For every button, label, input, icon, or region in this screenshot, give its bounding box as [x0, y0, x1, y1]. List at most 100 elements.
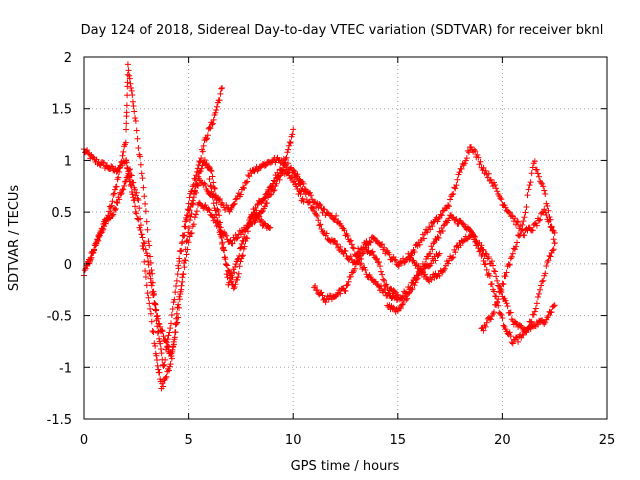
data-point — [232, 281, 239, 288]
data-point — [239, 184, 246, 191]
data-point — [531, 308, 538, 315]
data-point — [97, 162, 104, 169]
data-point — [147, 259, 154, 266]
data-point — [124, 92, 131, 99]
data-point — [245, 228, 252, 235]
data-point — [147, 275, 154, 282]
data-point — [198, 155, 205, 162]
data-point — [159, 380, 166, 387]
data-point — [115, 174, 122, 181]
data-point — [144, 290, 151, 297]
data-point — [492, 182, 499, 189]
data-point — [459, 220, 466, 227]
data-point — [192, 176, 199, 183]
data-point — [457, 242, 464, 249]
data-point — [215, 197, 222, 204]
data-point — [290, 126, 297, 133]
data-point — [209, 121, 216, 128]
y-tick-label: 1.5 — [51, 103, 72, 118]
y-tick-label: 2 — [64, 51, 72, 66]
data-point — [246, 173, 253, 180]
data-point — [160, 383, 167, 390]
data-point — [332, 216, 339, 223]
data-point — [489, 262, 496, 269]
data-point — [464, 147, 471, 154]
axis-ticks: 0 5 10 15 20 25 -1.5 -1 -0.5 0 0.5 1 1.5 2 — [47, 51, 616, 448]
data-point — [124, 79, 131, 86]
data-point — [251, 210, 258, 217]
data-point — [237, 244, 244, 251]
data-point — [211, 184, 218, 191]
data-point — [258, 208, 265, 215]
data-point — [534, 170, 541, 177]
data-point — [139, 243, 146, 250]
data-point — [139, 234, 146, 241]
data-point — [200, 142, 207, 149]
data-point — [411, 282, 418, 289]
data-point — [150, 329, 157, 336]
data-point — [416, 241, 423, 248]
data-point — [157, 340, 164, 347]
data-point — [234, 274, 241, 281]
data-point — [204, 132, 211, 139]
data-point — [547, 216, 554, 223]
data-point — [480, 327, 487, 334]
data-point — [109, 163, 116, 170]
data-point — [330, 216, 337, 223]
data-point — [408, 286, 415, 293]
data-point — [155, 366, 162, 373]
data-point — [319, 292, 326, 299]
data-point — [238, 240, 245, 247]
data-point — [222, 256, 229, 263]
y-tick-label: -0.5 — [47, 310, 72, 325]
data-point — [300, 180, 307, 187]
data-point — [143, 282, 150, 289]
data-point — [405, 290, 412, 297]
data-point — [267, 224, 274, 231]
data-point — [546, 252, 553, 259]
data-point — [146, 300, 153, 307]
data-point — [390, 253, 397, 260]
data-point — [460, 237, 467, 244]
data-point — [190, 221, 197, 228]
data-point — [538, 179, 545, 186]
data-point — [484, 174, 491, 181]
data-point — [323, 230, 330, 237]
series-sat-b — [81, 61, 226, 369]
data-point — [182, 223, 189, 230]
data-point — [480, 164, 487, 171]
data-point — [111, 190, 118, 197]
data-point — [309, 204, 316, 211]
data-point — [523, 203, 530, 210]
data-point — [117, 162, 124, 169]
data-point — [126, 72, 133, 79]
data-point — [125, 67, 132, 74]
data-point — [313, 211, 320, 218]
data-point — [498, 196, 505, 203]
data-point — [293, 173, 300, 180]
data-point — [166, 363, 173, 370]
data-point — [138, 170, 145, 177]
data-point — [271, 178, 278, 185]
data-point — [133, 189, 140, 196]
data-point — [318, 225, 325, 232]
data-point — [497, 310, 504, 317]
data-point — [321, 206, 328, 213]
data-point — [129, 191, 136, 198]
data-point — [243, 179, 250, 186]
data-point — [521, 214, 528, 221]
data-point — [110, 191, 117, 198]
data-point — [508, 212, 515, 219]
data-point — [445, 260, 452, 267]
data-point — [161, 361, 168, 368]
data-point — [548, 224, 555, 231]
data-point — [152, 306, 159, 313]
data-point — [255, 212, 262, 219]
data-point — [450, 191, 457, 198]
data-point — [384, 284, 391, 291]
data-point — [391, 288, 398, 295]
x-tick-label: 25 — [599, 433, 616, 448]
data-point — [461, 223, 468, 230]
data-point — [289, 131, 296, 138]
data-point — [149, 270, 156, 277]
